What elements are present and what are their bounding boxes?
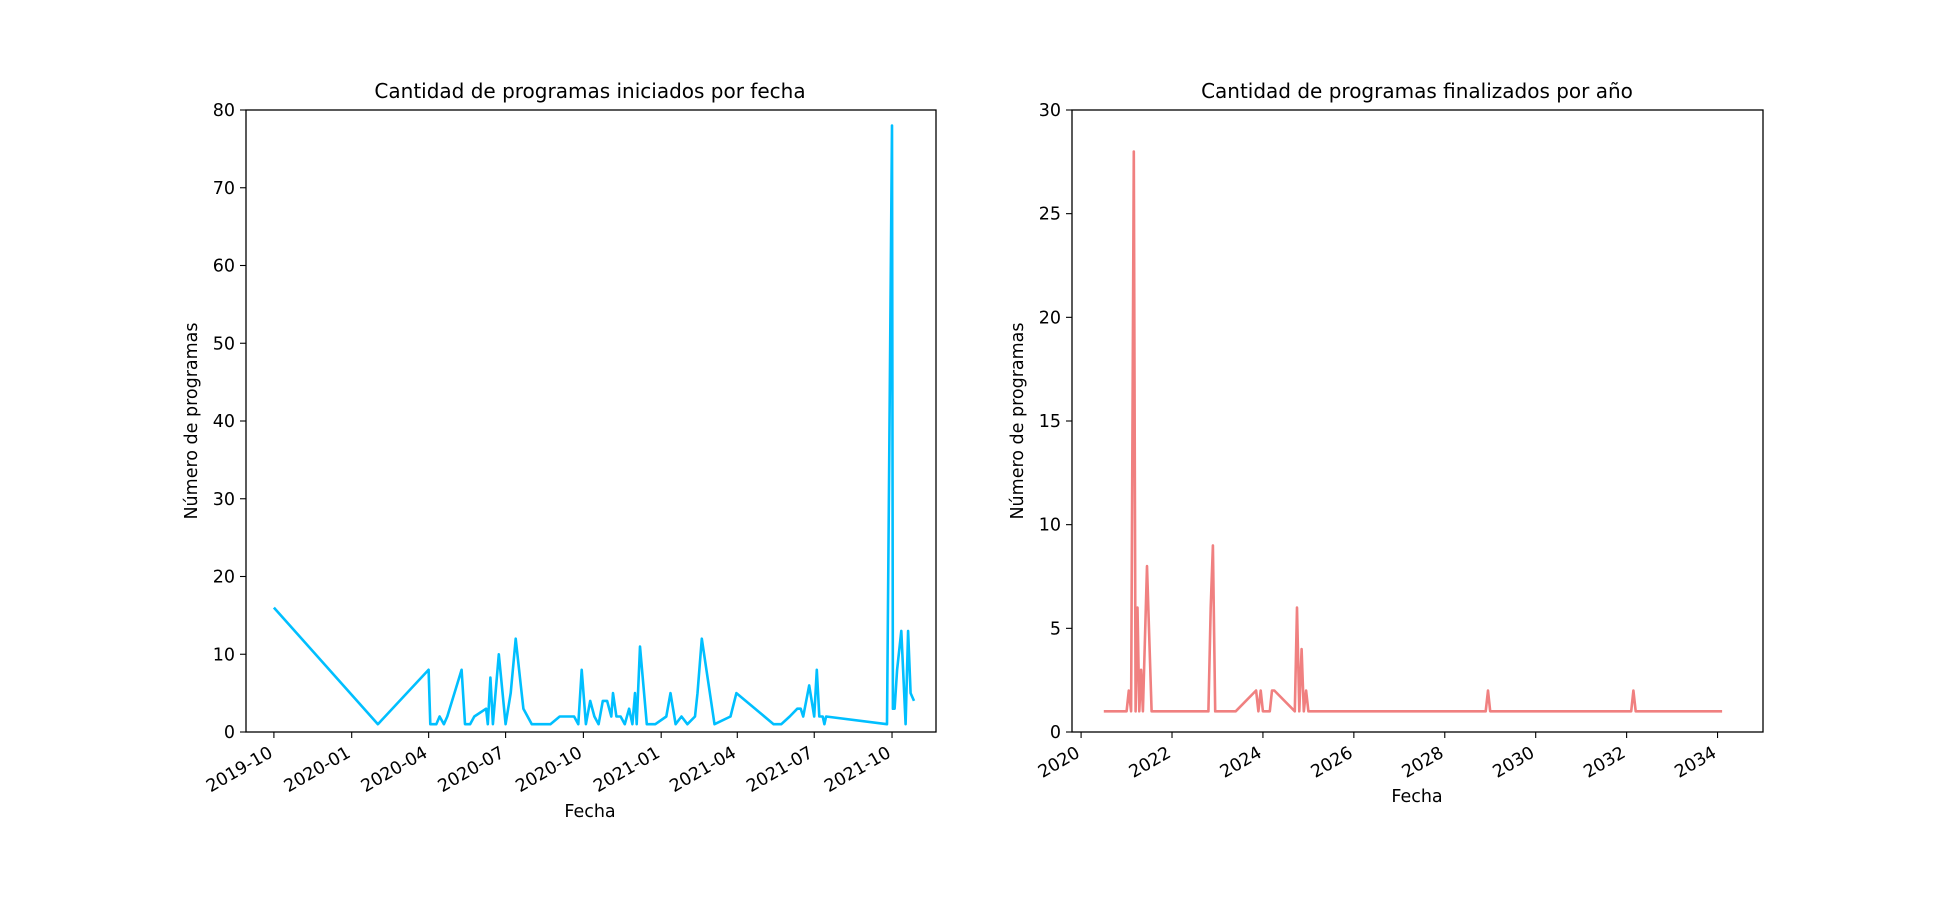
y-tick-label: 30 — [213, 490, 235, 510]
y-tick-label: 20 — [213, 568, 235, 588]
series-line — [272, 124, 916, 726]
chart-title: Cantidad de programas finalizados por añ… — [1201, 79, 1633, 103]
y-tick-label: 0 — [1050, 723, 1061, 743]
y-tick-label: 80 — [213, 101, 235, 121]
plot-frame — [1071, 109, 1764, 733]
y-tick-label: 15 — [1039, 412, 1061, 432]
y-tick-label: 20 — [1039, 308, 1061, 328]
y-tick-label: 50 — [213, 334, 235, 354]
y-tick-label: 5 — [1050, 619, 1061, 639]
y-tick-label: 10 — [213, 645, 235, 665]
y-ticks: 0 5 10 15 20 25 30 — [1039, 101, 1072, 743]
y-tick-label: 10 — [1039, 516, 1061, 536]
chart-title: Cantidad de programas iniciados por fech… — [374, 79, 805, 103]
y-tick-label: 70 — [213, 179, 235, 199]
y-tick-label: 0 — [224, 723, 235, 743]
y-tick-label: 25 — [1039, 205, 1061, 225]
plot-frame — [245, 109, 937, 733]
y-ticks: 0 10 20 30 40 50 60 70 80 — [213, 101, 246, 743]
y-axis-label: Número de programas — [182, 322, 202, 519]
x-axis-label: Fecha — [1391, 787, 1442, 807]
y-tick-label: 60 — [213, 257, 235, 277]
y-tick-label: 30 — [1039, 101, 1061, 121]
x-axis-label: Fecha — [564, 802, 615, 822]
y-axis-label: Número de programas — [1008, 322, 1028, 519]
y-tick-label: 40 — [213, 412, 235, 432]
series-line — [1103, 150, 1723, 713]
